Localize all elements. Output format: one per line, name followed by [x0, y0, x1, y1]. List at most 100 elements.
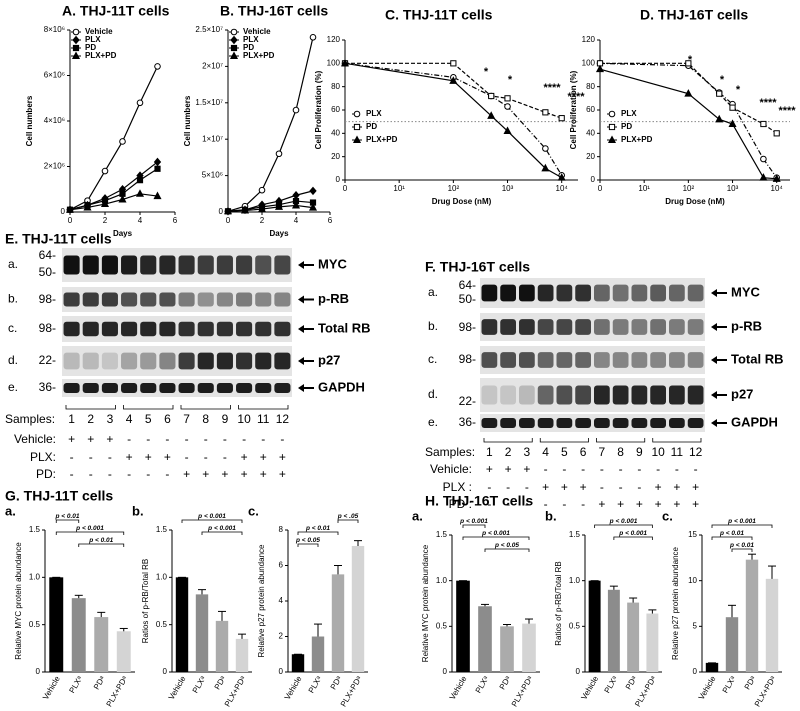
blot-band: [140, 255, 157, 275]
row-letter: a.: [428, 285, 438, 299]
y-tick-label: 20: [586, 152, 595, 161]
treatment-sign: -: [694, 462, 698, 476]
blot-band: [236, 255, 253, 275]
protein-label: Total RB: [318, 320, 370, 335]
y-tick-label: 2: [279, 632, 284, 641]
bar: [646, 613, 659, 672]
p-value: p < 0.01: [719, 530, 744, 537]
significance-bracket: [55, 531, 125, 535]
blot-band: [575, 385, 591, 405]
treatment-sign: -: [619, 462, 623, 476]
data-point: [773, 130, 780, 137]
blot-strip: [480, 313, 705, 341]
legend-marker: [352, 135, 362, 143]
y-tick-label: 1.5: [569, 530, 581, 539]
blot-band: [631, 319, 648, 335]
y-tick-label: 60: [331, 105, 340, 114]
bar: [705, 662, 719, 672]
significance-bracket: [201, 531, 243, 535]
row-letter: e.: [428, 415, 438, 429]
y-tick-label: 1.5×10⁷: [195, 98, 223, 107]
blot-band: [519, 417, 535, 429]
data-point: [503, 126, 512, 134]
y-tick-label: 0: [336, 175, 341, 184]
bar: [765, 578, 779, 672]
data-point: [488, 92, 495, 100]
blot-band: [82, 255, 99, 275]
bar: [94, 617, 109, 672]
significance-bracket: [594, 524, 653, 528]
treatment-sign: +: [164, 450, 171, 464]
blot-band: [500, 352, 516, 368]
blot-band: [178, 352, 195, 370]
x-tick-label: 0: [68, 216, 73, 225]
x-tick-label: 10²: [448, 184, 460, 193]
data-point: [309, 186, 317, 196]
data-point: [772, 174, 781, 182]
blot-band: [481, 319, 498, 335]
p-value: p < 0.001: [207, 525, 236, 532]
sample-group: [652, 438, 702, 443]
data-point: [504, 95, 511, 102]
treatment-sign: -: [165, 432, 169, 446]
sample-number: 10: [237, 412, 251, 426]
blot-band: [159, 382, 176, 394]
data-point: [685, 60, 692, 67]
treatment-sign: -: [89, 467, 93, 481]
significance-bracket: [731, 548, 753, 552]
chart-title: c.: [662, 508, 673, 523]
x-tick-label: 4: [138, 216, 143, 225]
blot-band: [669, 385, 685, 405]
treatment-sign: -: [544, 497, 548, 511]
legend-label: PLX: [621, 109, 637, 118]
blot-band: [274, 255, 291, 275]
x-tick-label: 10¹: [638, 184, 650, 193]
panel-title: H. THJ-16T cells: [425, 493, 533, 509]
blot-band: [216, 352, 233, 370]
chart-title: a.: [412, 508, 423, 523]
data-point: [154, 63, 161, 70]
blot-band: [197, 292, 214, 307]
legend-label: PD: [243, 43, 254, 52]
treatment-name: Vehicle:: [430, 462, 472, 476]
blot-band: [687, 417, 704, 429]
blot-band: [612, 352, 629, 368]
treatment-sign: -: [89, 450, 93, 464]
sample-number: 9: [222, 412, 229, 426]
blot-band: [63, 382, 80, 394]
treatment-name: PLX:: [30, 450, 56, 464]
blot-band: [537, 417, 554, 429]
bar: [351, 545, 365, 672]
data-point: [558, 115, 565, 122]
data-point: [716, 90, 723, 97]
legend-marker: [230, 35, 238, 45]
blot-band: [537, 385, 554, 405]
y-tick-label: 2.5×10⁷: [195, 25, 223, 34]
significance-bracket: [55, 519, 80, 523]
p-value: p < 0.001: [481, 530, 510, 537]
y-tick-label: 1.0: [29, 572, 41, 581]
significance-bracket: [462, 536, 530, 540]
blot-band: [519, 284, 535, 302]
arrow-head: [298, 261, 304, 269]
y-tick-label: 0: [219, 207, 224, 216]
treatment-sign: +: [260, 467, 267, 481]
y-tick-label: 0: [279, 667, 284, 676]
mw-marker: 98-: [39, 292, 56, 306]
arrow-head: [711, 323, 717, 331]
sample-group: [238, 405, 289, 410]
bar: [500, 626, 514, 672]
legend-marker: [353, 123, 361, 131]
blot-band: [159, 292, 176, 307]
blot-band: [650, 319, 666, 335]
bar: [725, 617, 739, 672]
blot-band: [500, 319, 516, 335]
data-point: [154, 165, 161, 172]
y-tick-label: 0: [576, 667, 581, 676]
data-point: [136, 99, 144, 107]
treatment-sign: -: [675, 462, 679, 476]
protein-label: p27: [731, 386, 753, 401]
bar: [235, 638, 249, 672]
blot-band: [63, 292, 80, 307]
